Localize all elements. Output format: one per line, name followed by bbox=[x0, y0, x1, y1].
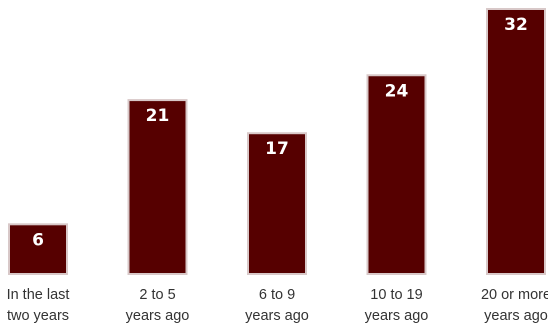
x-tick-label-3-line-2: years ago bbox=[245, 308, 309, 324]
bars-group bbox=[8, 8, 546, 275]
x-tick-label-5: 20 or more years ago bbox=[481, 287, 548, 324]
bar-value-label-1: 6 bbox=[32, 230, 44, 250]
bar-value-label-5: 32 bbox=[504, 15, 528, 35]
bar-1 bbox=[8, 223, 68, 275]
bar-2 bbox=[127, 99, 188, 275]
bar-4 bbox=[366, 74, 427, 275]
x-tick-label-2-line-2: years ago bbox=[126, 308, 190, 324]
x-tick-label-5-line-1: 20 or more bbox=[481, 287, 548, 303]
bar-3 bbox=[247, 132, 307, 275]
x-tick-label-1: In the last two years bbox=[7, 287, 70, 324]
x-tick-label-1-line-2: two years bbox=[7, 308, 69, 324]
value-labels-group: 6 21 17 24 32 bbox=[32, 15, 528, 250]
bar-value-label-4: 24 bbox=[385, 81, 409, 101]
x-tick-label-4: 10 to 19 years ago bbox=[365, 287, 429, 324]
x-tick-label-4-line-1: 10 to 19 bbox=[370, 287, 422, 303]
x-tick-label-3-line-1: 6 to 9 bbox=[259, 287, 295, 303]
x-tick-label-2: 2 to 5 years ago bbox=[126, 287, 190, 324]
x-tick-label-2-line-1: 2 to 5 bbox=[139, 287, 175, 303]
bar-value-label-3: 17 bbox=[265, 139, 289, 159]
bar-5 bbox=[486, 8, 546, 275]
x-tick-label-1-line-1: In the last bbox=[7, 287, 70, 303]
x-tick-label-4-line-2: years ago bbox=[365, 308, 429, 324]
x-tick-label-3: 6 to 9 years ago bbox=[245, 287, 309, 324]
x-tick-label-5-line-2: years ago bbox=[484, 308, 548, 324]
bar-value-label-2: 21 bbox=[146, 106, 170, 126]
